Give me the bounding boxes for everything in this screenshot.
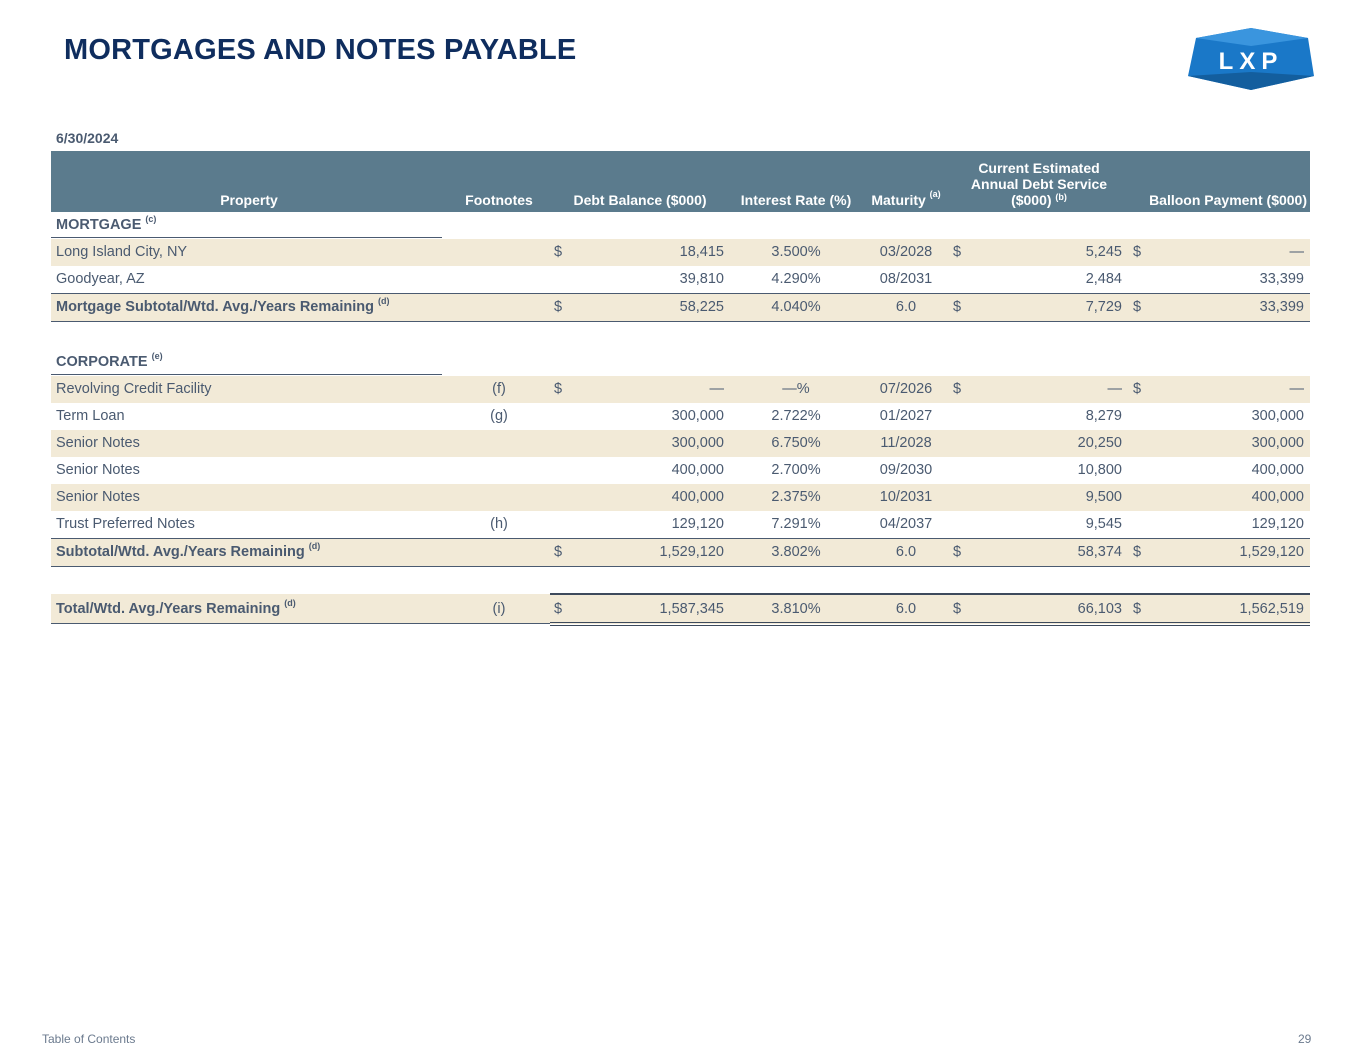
row-footnote: (g) (490, 408, 508, 424)
row-interest-rate: 7.291% (771, 516, 821, 532)
row-balloon-payment: 300,000 (1251, 408, 1304, 424)
row-debt-balance: 300,000 (671, 435, 724, 451)
table-row: Senior Notes 400,000 2.700% 09/2030 10,800 40… (51, 457, 1310, 484)
header-footnotes: Footnotes (465, 192, 533, 208)
header-maturity: Maturity (a) (871, 189, 941, 208)
table-row: Senior Notes 300,000 6.750% 11/2028 20,250 30… (51, 430, 1310, 457)
mortgage-subtotal-row: Mortgage Subtotal/Wtd. Avg./Years Remain… (51, 293, 1310, 322)
row-dollar-sign: $ (554, 381, 563, 397)
row-footnote: (f) (492, 381, 506, 397)
row-balloon-payment: — (1289, 381, 1305, 397)
report-date: 6/30/2024 (56, 130, 119, 146)
row-interest-rate: 3.500% (771, 244, 821, 260)
spacer (51, 322, 1310, 349)
row-dollar-sign: $ (1133, 244, 1142, 260)
row-debt-balance: 300,000 (671, 408, 724, 424)
spacer (51, 567, 1310, 594)
row-maturity: 09/2030 (879, 462, 933, 478)
row-debt-service: 9,545 (1085, 516, 1122, 532)
row-maturity: 07/2026 (879, 381, 933, 397)
row-debt-balance: 18,415 (679, 244, 724, 260)
row-debt-balance: 39,810 (679, 271, 724, 287)
row-debt-service: 9,500 (1085, 489, 1122, 505)
table-row: Goodyear, AZ 39,810 4.290% 08/2031 2,484 33,3… (51, 266, 1310, 293)
row-balloon-payment: 300,000 (1251, 435, 1304, 451)
header-interest-rate: Interest Rate (%) (740, 192, 852, 208)
total-row: Total/Wtd. Avg./Years Remaining (d) (i) … (51, 593, 1310, 626)
row-interest-rate: —% (782, 381, 810, 397)
header-property: Property (220, 192, 278, 208)
row-property: Senior Notes (56, 489, 140, 505)
row-balloon-payment: — (1289, 244, 1305, 260)
page-number: 29 (1298, 1032, 1312, 1046)
row-property: Term Loan (56, 408, 125, 424)
row-maturity: 04/2037 (879, 516, 933, 532)
row-property: Trust Preferred Notes (56, 516, 195, 532)
row-property: Senior Notes (56, 435, 140, 451)
row-debt-service: 20,250 (1077, 435, 1122, 451)
row-property: Revolving Credit Facility (56, 381, 212, 397)
row-dollar-sign: $ (953, 381, 962, 397)
row-balloon-payment: 400,000 (1251, 489, 1304, 505)
debt-table: Property Footnotes Debt Balance ($000) I… (51, 151, 1310, 626)
row-debt-service: 5,245 (1085, 244, 1122, 260)
corporate-subtotal-row: Subtotal/Wtd. Avg./Years Remaining (d) $… (51, 538, 1310, 567)
row-debt-service: 2,484 (1085, 271, 1122, 287)
table-row: Long Island City, NY $18,415 3.500% 03/2028… (51, 239, 1310, 266)
row-maturity: 08/2031 (879, 271, 933, 287)
table-header: Property Footnotes Debt Balance ($000) I… (51, 151, 1310, 212)
row-balloon-payment: 400,000 (1251, 462, 1304, 478)
section-corporate: CORPORATE (e) (51, 349, 1310, 376)
row-property: Senior Notes (56, 462, 140, 478)
row-footnote: (h) (490, 516, 508, 532)
row-debt-service: — (1107, 381, 1123, 397)
row-debt-balance: 129,120 (671, 516, 724, 532)
table-row: Senior Notes 400,000 2.375% 10/2031 9,500 400… (51, 484, 1310, 511)
row-interest-rate: 2.722% (771, 408, 821, 424)
row-maturity: 03/2028 (879, 244, 933, 260)
section-mortgage: MORTGAGE (c) (51, 212, 1310, 239)
row-maturity: 01/2027 (879, 408, 933, 424)
row-interest-rate: 4.290% (771, 271, 821, 287)
table-row: Term Loan (g) 300,000 2.722% 01/2027 8,279 300… (51, 403, 1310, 430)
page-title: MORTGAGES AND NOTES PAYABLE (64, 34, 577, 66)
row-property: Goodyear, AZ (56, 271, 145, 287)
row-balloon-payment: 33,399 (1259, 271, 1304, 287)
row-debt-balance: 400,000 (671, 489, 724, 505)
row-debt-balance: 400,000 (671, 462, 724, 478)
row-maturity: 10/2031 (879, 489, 933, 505)
row-interest-rate: 2.375% (771, 489, 821, 505)
row-property: Long Island City, NY (56, 244, 188, 260)
row-balloon-payment: 129,120 (1251, 516, 1304, 532)
row-dollar-sign: $ (953, 244, 962, 260)
svg-text:LXP: LXP (1219, 48, 1284, 75)
row-interest-rate: 6.750% (771, 435, 821, 451)
row-debt-balance: — (709, 381, 725, 397)
lxp-logo: LXP (1188, 28, 1314, 90)
header-balloon-payment: Balloon Payment ($000) (1149, 192, 1307, 208)
table-row: Trust Preferred Notes (h) 129,120 7.291% 04/… (51, 511, 1310, 538)
header-current-debt-service: Current Estimated Annual Debt Service ($… (970, 160, 1108, 208)
table-row: Revolving Credit Facility (f) $ — —% 07/2026 $… (51, 376, 1310, 403)
row-dollar-sign: $ (1133, 381, 1142, 397)
table-of-contents-link[interactable]: Table of Contents (42, 1032, 136, 1046)
row-maturity: 11/2028 (880, 435, 932, 451)
row-debt-service: 8,279 (1085, 408, 1122, 424)
header-debt-balance: Debt Balance ($000) (573, 192, 707, 208)
row-debt-service: 10,800 (1077, 462, 1122, 478)
row-dollar-sign: $ (554, 244, 563, 260)
row-interest-rate: 2.700% (771, 462, 821, 478)
